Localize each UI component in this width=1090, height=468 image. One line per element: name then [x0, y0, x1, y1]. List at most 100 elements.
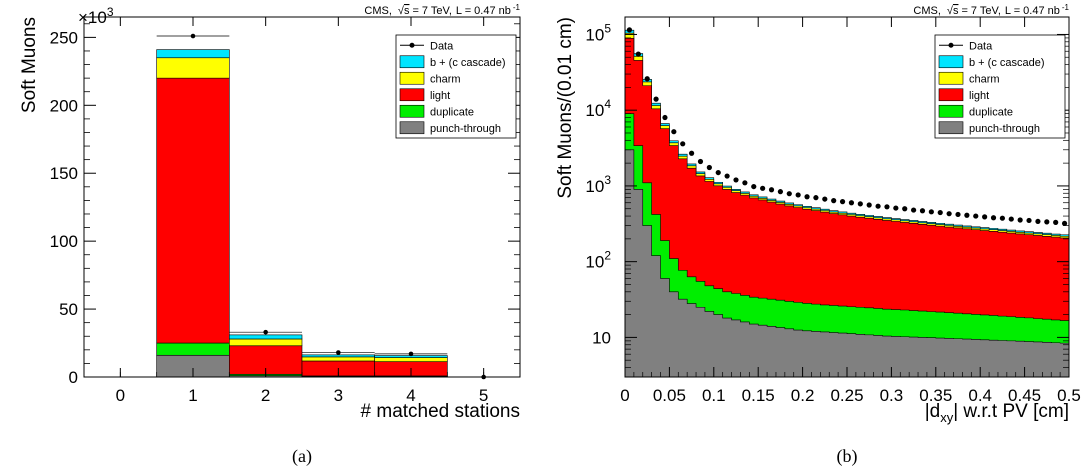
data-point — [1008, 216, 1014, 222]
legend-label: punch-through — [430, 123, 501, 135]
legend-label: charm — [969, 73, 1000, 85]
data-point — [724, 173, 730, 179]
data-point — [742, 180, 748, 186]
data-point — [884, 204, 890, 210]
bar-b-c-cascade--3 — [301, 354, 375, 358]
data-point — [848, 200, 855, 206]
legend-label: duplicate — [969, 106, 1013, 118]
data-point — [715, 169, 721, 176]
x-tick-label: 2 — [261, 386, 270, 405]
legend-swatch — [938, 121, 964, 135]
legend-swatch — [399, 104, 425, 118]
data-point — [1044, 219, 1050, 225]
bar-b-c-cascade--2 — [229, 334, 303, 340]
data-point — [866, 202, 872, 208]
legend-label: light — [430, 90, 450, 102]
data-point — [804, 194, 810, 200]
data-point — [697, 158, 704, 165]
data-point — [813, 195, 819, 201]
data-point — [911, 207, 917, 213]
data-point — [626, 27, 633, 33]
x-tick-label: 0.15 — [742, 386, 775, 405]
data-point — [831, 198, 837, 204]
stack-punch-through — [624, 149, 1070, 378]
data-point — [760, 185, 766, 191]
legend-data-marker — [948, 42, 954, 48]
panel-b-x-axis-title: |dxy| w.r.t PV [cm] — [925, 401, 1069, 425]
data-point — [1017, 217, 1023, 223]
panel-a-x-axis-title: # matched stations — [361, 401, 520, 422]
data-point — [893, 205, 899, 211]
x-tick-label: 0.35 — [919, 386, 952, 405]
data-point — [999, 215, 1006, 221]
bar-charm-1 — [156, 57, 230, 79]
panel-a-y-scale-factor: ×103 — [78, 5, 114, 27]
data-point — [955, 211, 961, 218]
stack-light — [624, 37, 1070, 378]
bar-duplicate-1 — [156, 342, 230, 356]
data-point — [635, 51, 641, 57]
bar-charm-3 — [301, 356, 375, 362]
legend-swatch — [399, 71, 425, 85]
panel-a-y-axis-title: Soft Muons — [19, 17, 40, 113]
x-tick-label: 5 — [479, 386, 488, 405]
data-point-2 — [263, 329, 268, 335]
data-point — [919, 208, 926, 214]
data-point — [990, 215, 997, 221]
legend-label: charm — [430, 73, 461, 85]
data-point — [1053, 219, 1059, 225]
legend-swatch — [399, 55, 425, 69]
data-point — [768, 187, 775, 193]
legend-label: Data — [430, 40, 454, 52]
panel-a-bars — [156, 49, 448, 378]
data-point-1 — [190, 33, 196, 39]
legend-label: b + (c cascade) — [430, 57, 506, 69]
data-point — [875, 203, 881, 209]
data-point — [706, 164, 712, 171]
legend-label: punch-through — [969, 123, 1040, 135]
data-point — [662, 114, 668, 121]
x-tick-label: 0.4 — [968, 386, 992, 405]
y-tick-label: 100 — [50, 232, 78, 251]
panel-b-bars — [624, 29, 1070, 378]
data-point — [964, 212, 970, 218]
legend-label: duplicate — [430, 106, 474, 118]
data-point — [946, 211, 952, 217]
data-point — [1061, 220, 1068, 227]
x-tick-label: 0 — [620, 386, 629, 405]
data-point — [644, 76, 650, 82]
x-tick-label: 0.25 — [830, 386, 863, 405]
legend-label: Data — [969, 40, 993, 52]
data-point-4 — [408, 351, 414, 357]
panel-a-caption: (a) — [292, 446, 312, 467]
data-point — [653, 96, 659, 102]
x-tick-label: 0.1 — [702, 386, 726, 405]
data-point — [902, 206, 908, 212]
data-point — [795, 192, 801, 198]
x-tick-label: 3 — [334, 386, 343, 405]
panel-b-stacked-histogram: 0 0.05 0.1 0.15 0.2 0.25 0.3 0.35 0.4 0.45 0.5 10 10… — [555, 3, 1081, 467]
data-point-3 — [336, 350, 341, 355]
legend-box — [934, 34, 1066, 139]
legend-swatch — [399, 121, 425, 135]
data-point — [857, 201, 863, 207]
legend-swatch — [399, 88, 425, 102]
data-point — [937, 209, 943, 216]
bar-b-c-cascade--1 — [156, 49, 230, 59]
legend-label: b + (c cascade) — [969, 57, 1045, 69]
data-point — [680, 141, 686, 147]
y-tick-label: 150 — [50, 164, 78, 183]
data-point — [973, 213, 979, 219]
x-tick-label: 0.2 — [791, 386, 815, 405]
legend-box — [395, 34, 517, 139]
panel-a-legend: Data b + (c cascade) charm light duplicate pu… — [395, 34, 517, 139]
data-point — [1035, 218, 1041, 225]
legend-data-marker — [409, 42, 415, 48]
panel-b-caption: (b) — [837, 446, 858, 467]
x-tick-label: 1 — [188, 386, 197, 405]
data-point — [671, 129, 677, 135]
data-point — [786, 191, 792, 197]
